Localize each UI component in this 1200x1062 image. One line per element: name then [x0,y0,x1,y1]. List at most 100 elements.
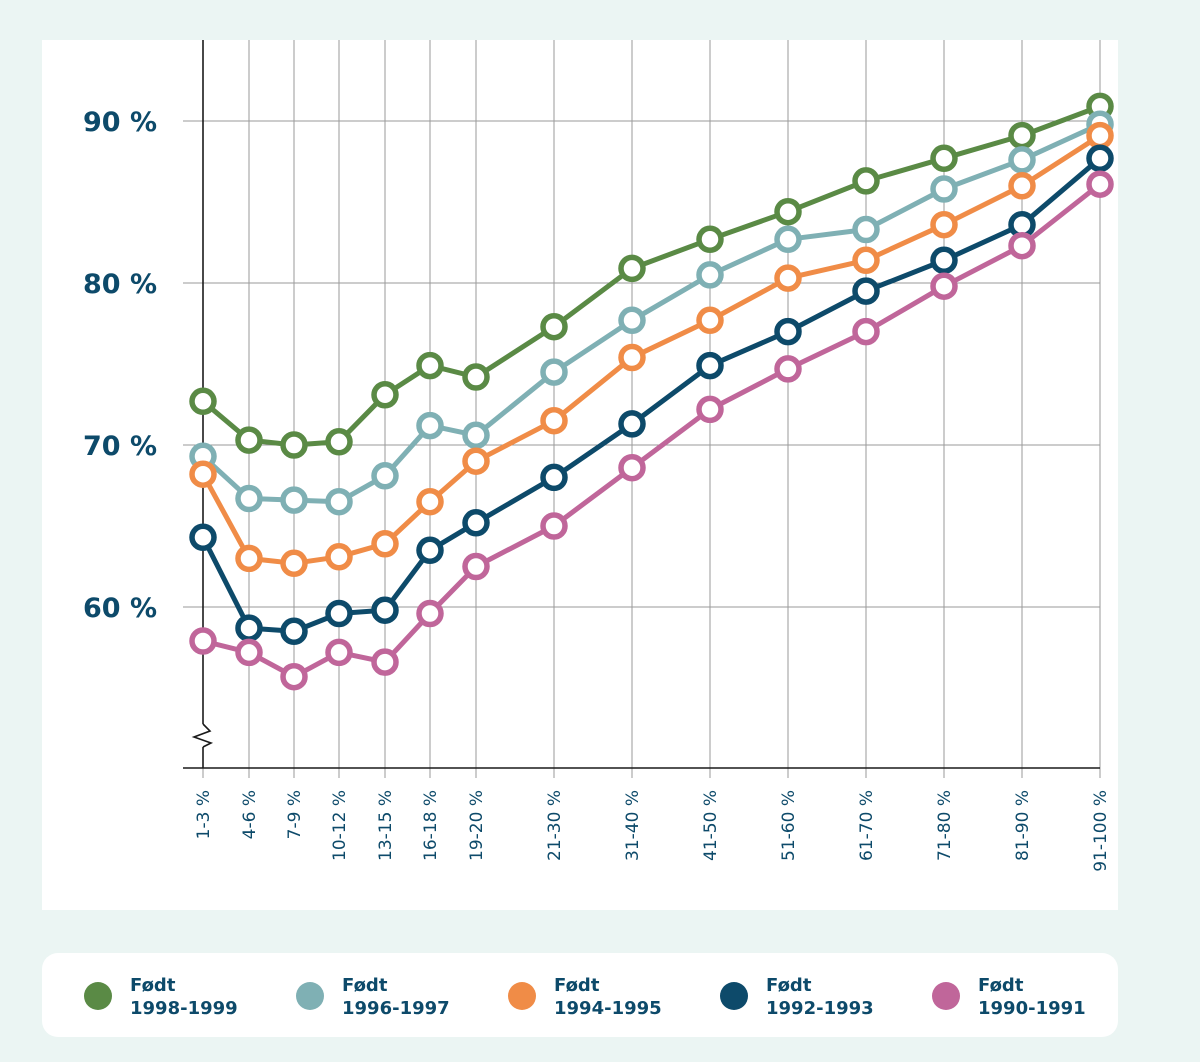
legend-swatch [508,982,536,1010]
data-point [696,351,724,380]
data-point [371,648,399,676]
data-point [540,463,568,492]
data-point [930,272,958,300]
legend-panel [42,953,1118,1037]
data-point [371,596,399,624]
x-tick-label: 31-40 % [623,790,643,861]
data-point [189,460,217,488]
legend-label-line2: 1994-1995 [554,998,662,1019]
y-tick-label: 90 % [83,107,157,138]
data-point [1086,121,1114,150]
data-point [416,487,444,516]
data-point [325,428,353,456]
y-axis-ticks: 60 % 70 % 80 % 90 % [83,107,157,624]
y-tick-label: 70 % [83,431,157,462]
x-tick-label: 10-12 % [330,790,350,861]
x-axis-ticks: 1-3 % 4-6 % 7-9 % 10-12 % 13-15 % 16-18 % 19-2… [194,790,1111,872]
data-point [1086,170,1114,198]
data-point [325,487,353,516]
data-point [930,175,958,203]
data-point [774,225,802,254]
data-point [930,246,958,275]
data-point [462,509,490,537]
data-point [618,343,646,372]
data-point [540,512,568,540]
data-point [930,144,958,173]
data-point [540,312,568,341]
data-point [416,351,444,380]
data-point [1008,231,1036,260]
x-tick-label: 1-3 % [194,790,214,839]
data-point [852,246,880,275]
data-point [774,317,802,346]
data-point [371,530,399,558]
data-point [462,447,490,475]
data-point [462,421,490,450]
y-tick-label: 80 % [83,269,157,300]
x-tick-label: 81-90 % [1013,790,1033,861]
data-point [325,638,353,667]
data-point [774,355,802,383]
data-point [1008,172,1036,200]
data-point [1008,146,1036,174]
x-tick-label: 16-18 % [421,790,441,861]
data-point [416,411,444,440]
data-point [325,599,353,628]
data-point [930,210,958,239]
data-point [540,406,568,435]
x-tick-label: 91-100 % [1091,790,1111,872]
data-point [416,599,444,628]
data-point [696,225,724,254]
x-tick-label: 7-9 % [285,790,305,839]
data-point [416,536,444,565]
data-point [371,381,399,409]
legend-label-line1: Født [766,975,812,996]
data-point [852,215,880,244]
data-point [235,484,263,513]
legend-label-line2: 1990-1991 [978,998,1086,1019]
data-point [540,358,568,386]
data-point [774,197,802,226]
legend-label-line1: Født [130,975,176,996]
data-point [280,486,308,514]
x-tick-label: 71-80 % [935,790,955,861]
data-point [852,317,880,346]
legend-label-line1: Født [978,975,1024,996]
legend-label-line2: 1998-1999 [130,998,238,1019]
data-point [462,552,490,581]
data-point [852,167,880,195]
x-tick-label: 21-30 % [545,790,565,861]
data-point [235,426,263,454]
x-tick-label: 13-15 % [376,790,396,861]
data-point [618,306,646,335]
data-point [618,453,646,482]
data-point [235,614,263,642]
data-point [280,549,308,578]
x-tick-label: 51-60 % [779,790,799,861]
data-point [280,431,308,459]
data-point [462,363,490,391]
data-point [696,261,724,289]
legend-label-line1: Født [342,975,388,996]
data-point [189,627,217,655]
data-point [371,462,399,490]
data-point [618,410,646,438]
data-point [325,543,353,571]
data-point [189,387,217,416]
legend: Født1998-1999Født1996-1997Født1994-1995F… [84,975,1086,1019]
legend-label-line2: 1992-1993 [766,998,874,1019]
axes [183,40,1100,769]
data-point [280,662,308,691]
y-tick-label: 60 % [83,593,157,624]
legend-swatch [720,982,748,1010]
legend-swatch [84,982,112,1010]
legend-label-line2: 1996-1997 [342,998,450,1019]
x-tick-label: 61-70 % [857,790,877,861]
data-point [696,395,724,424]
legend-swatch [932,982,960,1010]
x-tick-label: 41-50 % [701,790,721,861]
data-point [235,544,263,573]
x-tick-label: 19-20 % [467,790,487,861]
legend-swatch [296,982,324,1010]
